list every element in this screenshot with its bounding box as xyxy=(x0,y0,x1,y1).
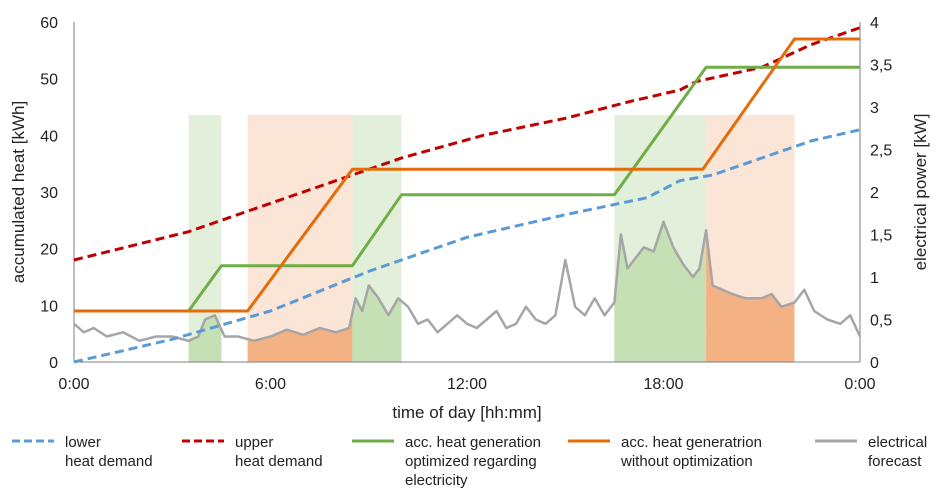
y-left-tick-label: 0 xyxy=(49,355,58,372)
legend-item-upper: upper heat demand xyxy=(182,434,323,470)
tick-labels: 0 10 20 30 40 50 60 0 0,5 1 1,5 2 2,5 3 3,5 4 0:00 6:00 12… xyxy=(40,15,892,393)
series-line-optimized xyxy=(74,65,860,313)
legend-label-optimized: acc. heat generation xyxy=(405,434,541,451)
y-right-tick-label: 0 xyxy=(870,355,879,372)
x-tick-label: 0:00 xyxy=(58,376,89,393)
y-left-tick-label: 10 xyxy=(40,298,58,315)
series-line-forecast xyxy=(73,220,862,343)
legend-label-lower: heat demand xyxy=(65,453,153,470)
y-right-tick-label: 2 xyxy=(870,185,879,202)
y-left-tick-label: 40 xyxy=(40,128,58,145)
legend-label-lower: lower xyxy=(65,434,101,451)
series-lines xyxy=(73,26,862,364)
axes xyxy=(73,22,861,363)
legend-label-unoptimized: without optimization xyxy=(620,453,753,470)
y-right-tick-label: 4 xyxy=(870,15,879,32)
legend-label-optimized: electricity xyxy=(405,472,468,489)
y-axis-left-title: accumulated heat [kWh] xyxy=(9,101,28,283)
legend-item-unoptimized: acc. heat generatrion without optimizatio… xyxy=(568,434,762,470)
forecast-fill-orange xyxy=(706,230,795,362)
x-tick-label: 0:00 xyxy=(844,376,875,393)
x-axis-title: time of day [hh:mm] xyxy=(392,403,541,422)
legend-label-unoptimized: acc. heat generatrion xyxy=(621,434,762,451)
forecast-fill-orange xyxy=(247,313,353,362)
y-left-tick-label: 50 xyxy=(40,72,58,89)
legend-label-upper: upper xyxy=(235,434,273,451)
y-left-tick-label: 20 xyxy=(40,242,58,259)
x-tick-label: 6:00 xyxy=(255,376,286,393)
series-line-unoptimized xyxy=(74,37,860,313)
y-right-tick-label: 3 xyxy=(870,100,879,117)
series-line-lower xyxy=(73,128,861,364)
legend-label-forecast: forecast xyxy=(868,453,922,470)
legend-item-optimized: acc. heat generation optimized regarding e… xyxy=(352,434,541,489)
y-right-tick-label: 1,5 xyxy=(870,228,892,245)
legend-label-forecast: electrical xyxy=(868,434,927,451)
y-right-tick-label: 2,5 xyxy=(870,143,892,160)
y-left-tick-label: 60 xyxy=(40,15,58,32)
x-tick-label: 18:00 xyxy=(643,376,683,393)
legend-item-lower: lower heat demand xyxy=(12,434,153,470)
y-right-tick-label: 1 xyxy=(870,270,879,287)
legend-label-upper: heat demand xyxy=(235,453,323,470)
legend-item-forecast: electrical forecast xyxy=(815,434,927,470)
y-axis-right-title: electrical power [kW] xyxy=(911,114,930,271)
legend-label-optimized: optimized regarding xyxy=(405,453,537,470)
forecast-fills xyxy=(188,221,795,362)
y-left-tick-label: 30 xyxy=(40,185,58,202)
y-right-tick-label: 3,5 xyxy=(870,58,892,75)
legend: lower heat demand upper heat demand acc. hea… xyxy=(12,434,927,489)
x-tick-label: 12:00 xyxy=(447,376,487,393)
y-right-tick-label: 0,5 xyxy=(870,313,892,330)
